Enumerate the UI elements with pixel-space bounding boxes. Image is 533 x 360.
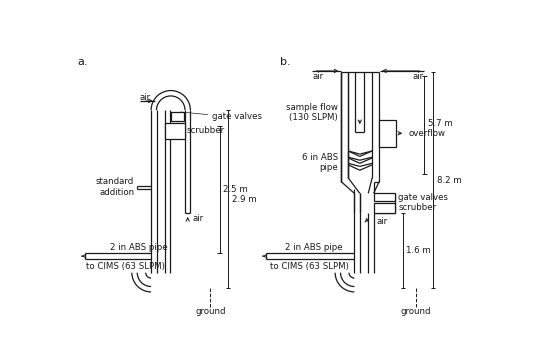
Text: 2.9 m: 2.9 m [232, 195, 256, 204]
Text: air: air [313, 72, 324, 81]
Bar [374, 193, 395, 201]
Text: to CIMS (63 SLPM): to CIMS (63 SLPM) [270, 262, 349, 271]
Text: 2 in ABS pipe: 2 in ABS pipe [285, 243, 343, 252]
Text: 8.2 m: 8.2 m [437, 176, 462, 185]
Text: sample flow
(130 SLPM): sample flow (130 SLPM) [286, 103, 338, 122]
Text: 6 in ABS
pipe: 6 in ABS pipe [302, 153, 338, 172]
Text: scrubber: scrubber [398, 203, 437, 212]
Text: air: air [193, 214, 204, 223]
Text: 5.7 m: 5.7 m [427, 119, 453, 128]
Text: 1.6 m: 1.6 m [406, 246, 431, 255]
Text: gate valves: gate valves [398, 193, 448, 202]
Text: gate valves: gate valves [212, 112, 262, 121]
Bar [165, 122, 185, 139]
Bar [379, 120, 396, 147]
Text: scrubber: scrubber [187, 126, 225, 135]
Text: b.: b. [280, 57, 291, 67]
Text: 2 in ABS pipe: 2 in ABS pipe [110, 243, 168, 252]
Text: ground: ground [195, 307, 225, 316]
Text: ground: ground [401, 307, 431, 316]
Text: 2.5 m: 2.5 m [223, 185, 248, 194]
Text: to CIMS (63 SLPM): to CIMS (63 SLPM) [86, 262, 165, 271]
Bar [171, 112, 184, 121]
Text: overflow: overflow [408, 129, 445, 138]
Text: air: air [140, 93, 150, 102]
Text: air: air [377, 217, 388, 226]
Text: standard
addition: standard addition [96, 177, 134, 197]
Bar [374, 203, 395, 213]
Text: air: air [413, 72, 424, 81]
Text: a.: a. [77, 57, 88, 67]
